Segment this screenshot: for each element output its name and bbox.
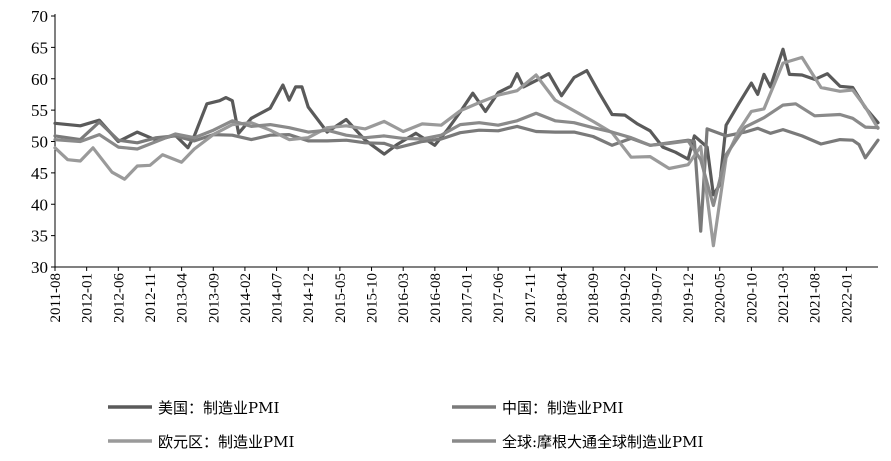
series-line-2 bbox=[53, 120, 880, 233]
legend-label-1: 美国：制造业PMI bbox=[158, 399, 279, 417]
legend: 美国：制造业PMI 中国：制造业PMI 欧元区：制造业PMI 全球:摩根大通全球制造业… bbox=[108, 399, 704, 451]
x-tick-label: 2015-05 bbox=[333, 273, 349, 323]
x-tick-label: 2015-10 bbox=[365, 273, 381, 323]
x-tick-label: 2013-04 bbox=[175, 273, 191, 323]
x-tick-label: 2020-05 bbox=[713, 273, 729, 323]
axes: 30 35 40 45 50 55 60 65 70 2011-08 2012-01 2012-06 2… bbox=[31, 7, 878, 323]
x-tick-label: 2014-12 bbox=[301, 273, 317, 323]
x-tick-label: 2017-06 bbox=[491, 273, 507, 323]
legend-label-2: 中国：制造业PMI bbox=[502, 399, 623, 417]
legend-label-4: 全球:摩根大通全球制造业PMI bbox=[502, 433, 704, 451]
y-tick-label: 60 bbox=[31, 70, 48, 89]
x-tick-label: 2018-09 bbox=[586, 273, 602, 323]
y-tick-label: 45 bbox=[31, 164, 48, 183]
y-tick-label: 55 bbox=[31, 101, 48, 120]
x-tick-label: 2014-07 bbox=[270, 273, 286, 323]
series-line-3 bbox=[53, 55, 880, 248]
x-tick-label: 2011-08 bbox=[48, 273, 64, 322]
x-tick-label: 2017-01 bbox=[460, 273, 476, 323]
legend-label-3: 欧元区：制造业PMI bbox=[158, 433, 294, 451]
y-tick-label: 50 bbox=[31, 133, 48, 152]
y-tick-label: 35 bbox=[31, 227, 48, 246]
series-lines bbox=[53, 47, 880, 248]
x-tick-label: 2012-11 bbox=[143, 273, 159, 322]
x-tick-label: 2022-01 bbox=[839, 273, 855, 323]
y-tick-label: 40 bbox=[31, 195, 48, 214]
x-tick-label: 2014-02 bbox=[238, 273, 254, 323]
x-tick-label: 2016-03 bbox=[396, 273, 412, 323]
x-tick-label: 2021-08 bbox=[808, 273, 824, 323]
x-tick-label: 2017-11 bbox=[523, 273, 539, 322]
series-line-1 bbox=[53, 47, 880, 197]
x-tick-label: 2012-06 bbox=[111, 273, 127, 323]
x-tick-label: 2019-12 bbox=[681, 273, 697, 323]
x-tick-label: 2019-02 bbox=[618, 273, 634, 323]
y-tick-label: 70 bbox=[31, 7, 48, 26]
x-tick-label: 2016-08 bbox=[428, 273, 444, 323]
x-tick-label: 2019-07 bbox=[649, 273, 665, 323]
series-line-4 bbox=[53, 102, 880, 208]
x-tick-label: 2021-03 bbox=[776, 273, 792, 323]
x-tick-label: 2012-01 bbox=[80, 273, 96, 323]
x-tick-label: 2018-04 bbox=[554, 273, 570, 323]
y-tick-label: 65 bbox=[31, 38, 48, 57]
x-tick-label: 2020-10 bbox=[744, 273, 760, 323]
x-tick-label: 2013-09 bbox=[206, 273, 222, 323]
y-tick-label: 30 bbox=[31, 258, 48, 277]
